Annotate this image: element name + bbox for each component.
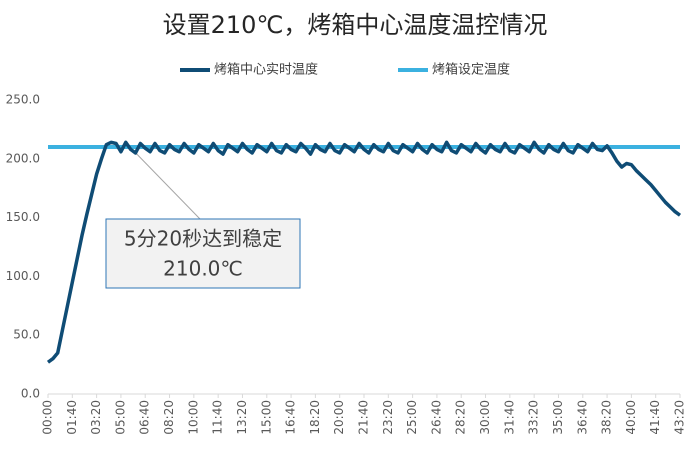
x-tick-label: 05:00	[113, 400, 127, 435]
x-tick-label: 18:20	[308, 400, 322, 435]
y-tick-label: 200.0	[6, 151, 40, 165]
x-tick-label: 20:00	[332, 400, 346, 435]
x-tick-label: 00:00	[41, 400, 55, 435]
x-tick-label: 06:40	[138, 400, 152, 435]
y-tick-label: 150.0	[6, 210, 40, 224]
x-tick-label: 21:40	[357, 400, 371, 435]
x-tick-label: 08:20	[162, 400, 176, 435]
x-tick-label: 03:20	[89, 400, 103, 435]
annotation-box	[105, 218, 301, 289]
x-tick-label: 38:20	[600, 400, 614, 435]
x-tick-label: 33:20	[527, 400, 541, 435]
annotation-text: 210.0℃	[163, 257, 243, 281]
x-tick-label: 23:20	[381, 400, 395, 435]
chart-title: 设置210℃，烤箱中心温度温控情况	[163, 11, 548, 39]
annotation-text: 5分20秒达到稳定	[124, 227, 282, 251]
y-tick-label: 250.0	[6, 93, 40, 107]
y-tick-label: 100.0	[6, 269, 40, 283]
legend-label: 烤箱设定温度	[432, 62, 510, 78]
y-tick-label: 0.0	[21, 387, 40, 401]
x-tick-label: 35:00	[551, 400, 565, 435]
x-tick-label: 30:00	[478, 400, 492, 435]
x-tick-label: 11:40	[211, 400, 225, 435]
x-tick-label: 15:00	[259, 400, 273, 435]
x-tick-label: 28:20	[454, 400, 468, 435]
series-line	[46, 140, 682, 364]
x-tick-label: 16:40	[284, 400, 298, 435]
x-tick-label: 43:20	[673, 400, 687, 435]
x-tick-label: 41:40	[648, 400, 662, 435]
legend-label: 烤箱中心实时温度	[214, 62, 318, 78]
y-tick-label: 50.0	[13, 328, 40, 342]
x-tick-label: 36:40	[575, 400, 589, 435]
x-tick-label: 26:40	[429, 400, 443, 435]
x-tick-label: 31:40	[502, 400, 516, 435]
x-tick-label: 25:00	[405, 400, 419, 435]
x-tick-label: 40:00	[624, 400, 638, 435]
annotation-leader	[127, 144, 201, 220]
x-tick-label: 01:40	[65, 400, 79, 435]
x-tick-label: 13:20	[235, 400, 249, 435]
x-tick-label: 10:00	[186, 400, 200, 435]
